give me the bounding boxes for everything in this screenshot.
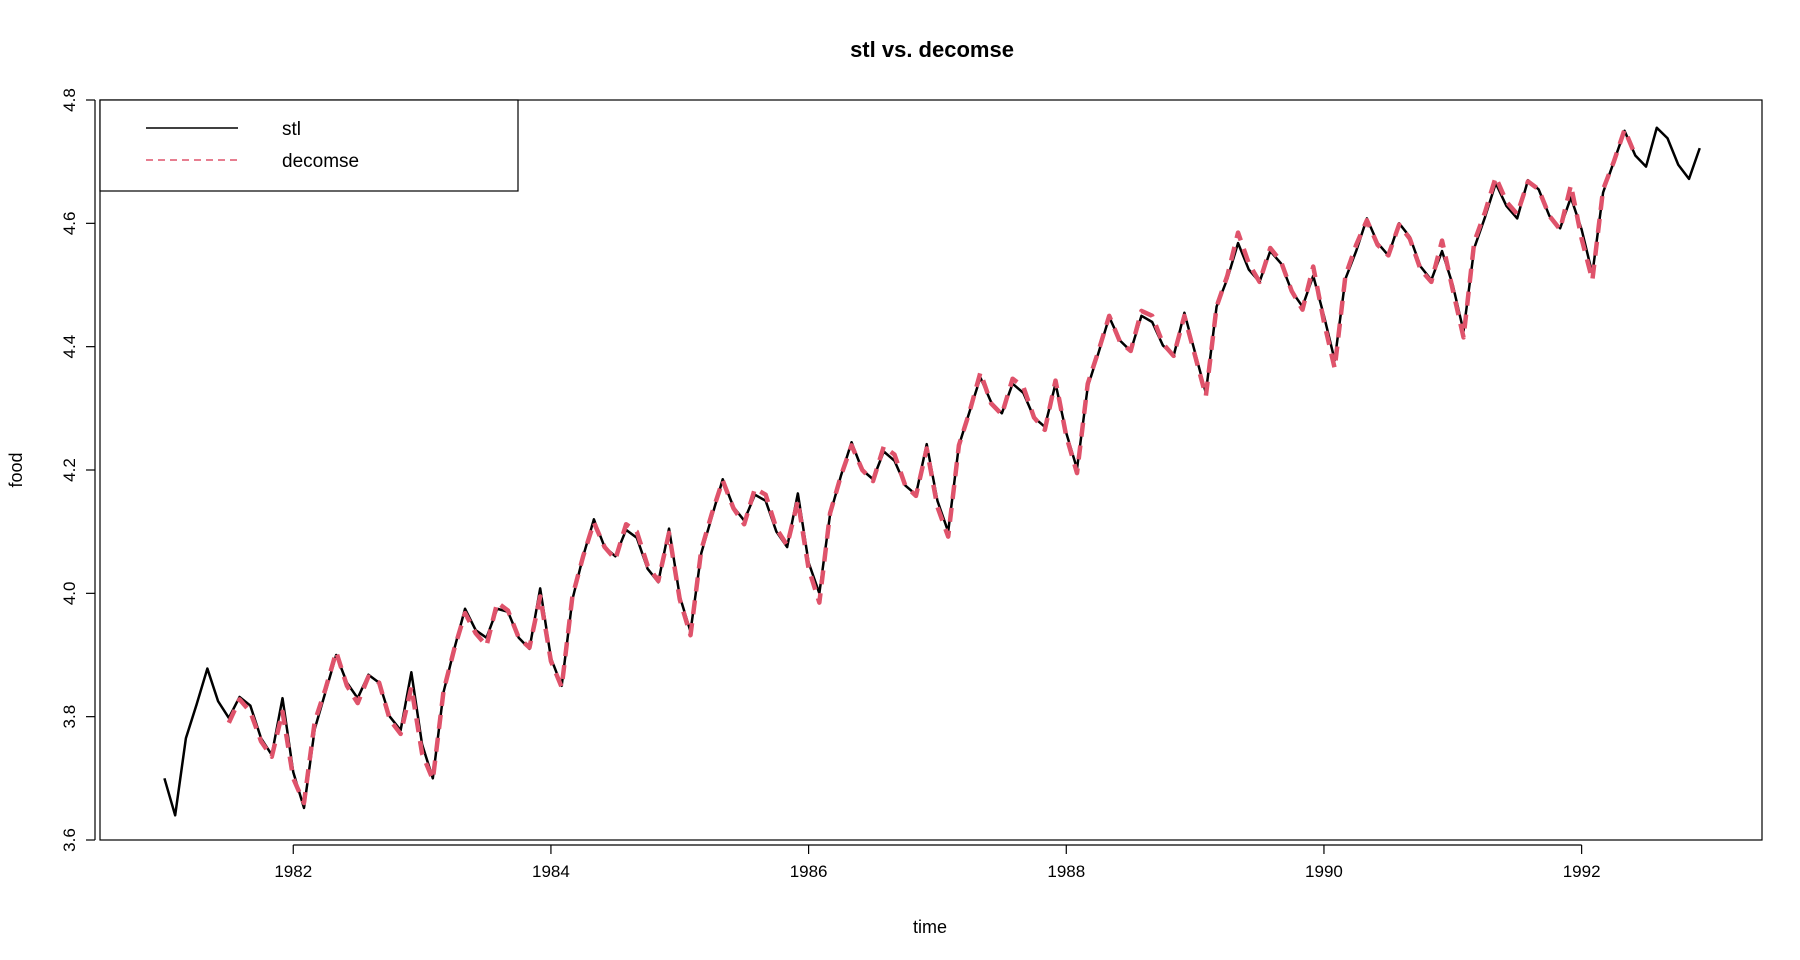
y-tick-label: 4.8 (60, 88, 79, 112)
chart-title: stl vs. decomse (850, 37, 1014, 62)
y-tick-label: 4.2 (60, 458, 79, 482)
y-tick-label: 3.8 (60, 705, 79, 729)
y-axis: 3.6 3.8 4.0 4.2 4.4 4.6 4.8 (60, 88, 96, 852)
legend: stl decomse (99, 99, 519, 192)
x-tick-label: 1990 (1305, 862, 1343, 881)
x-axis: 1982 1984 1986 1988 1990 1992 (274, 844, 1601, 881)
x-tick-label: 1984 (532, 862, 570, 881)
legend-label-stl: stl (282, 119, 301, 140)
y-axis-label: food (6, 452, 26, 487)
x-tick-label: 1988 (1047, 862, 1085, 881)
series-group (163, 126, 1701, 817)
legend-box (99, 99, 519, 192)
plot-area (99, 99, 1763, 841)
y-tick-label: 4.0 (60, 582, 79, 606)
y-tick-label: 3.6 (60, 828, 79, 852)
y-tick-label: 4.6 (60, 212, 79, 236)
x-tick-label: 1982 (274, 862, 312, 881)
x-tick-label: 1986 (790, 862, 828, 881)
legend-label-decomse: decomse (282, 151, 359, 172)
series-line-decomse (226, 127, 1638, 806)
y-tick-label: 4.4 (60, 335, 79, 359)
x-tick-label: 1992 (1563, 862, 1601, 881)
x-axis-label: time (913, 917, 947, 937)
